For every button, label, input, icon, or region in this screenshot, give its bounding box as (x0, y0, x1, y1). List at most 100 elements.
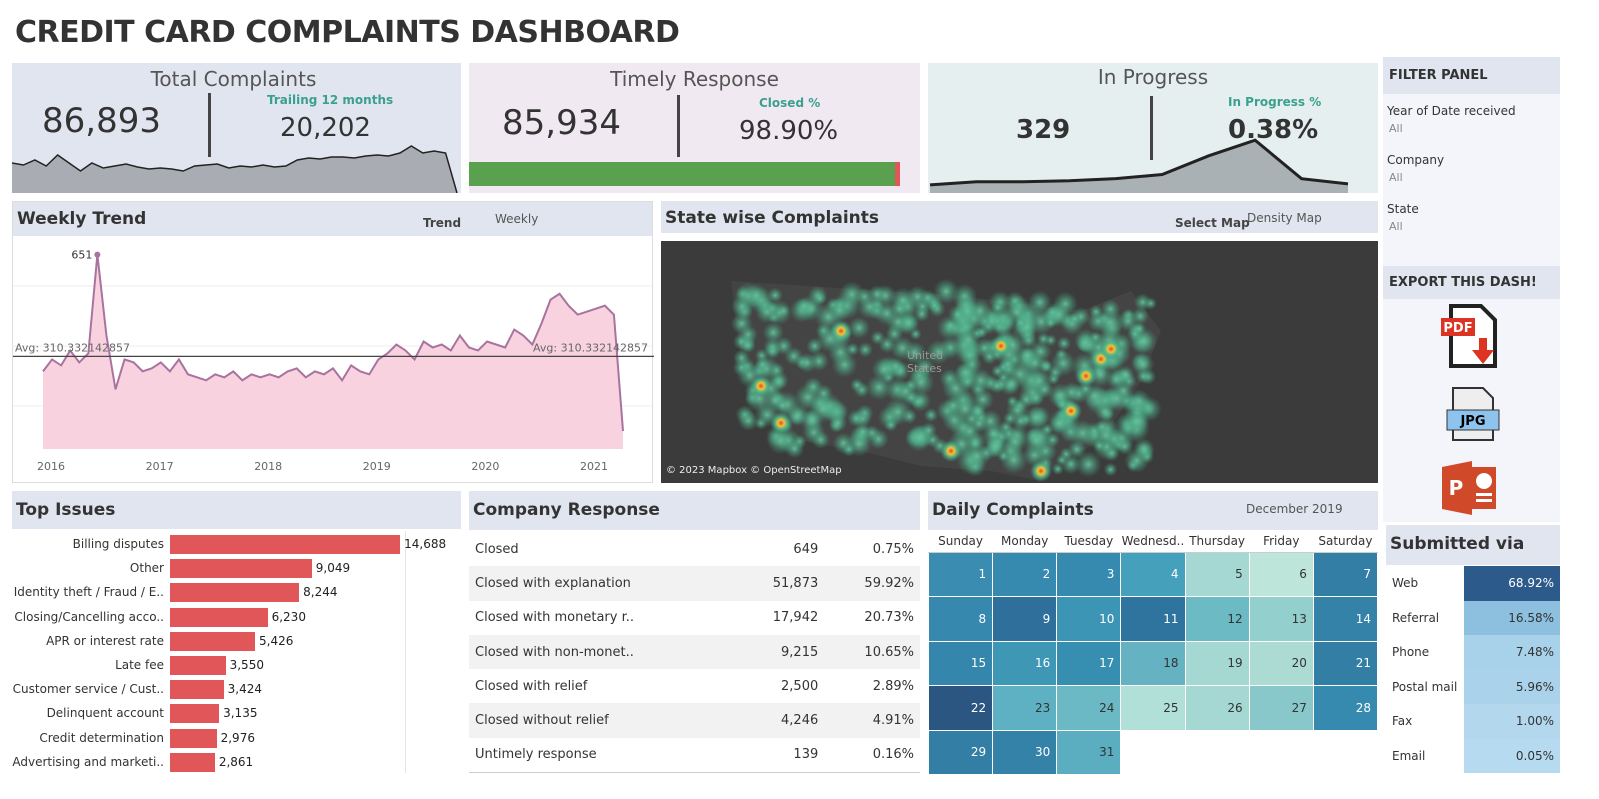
calendar-day[interactable]: 22 (927, 685, 994, 731)
powerpoint-icon: P (1442, 461, 1496, 515)
calendar-day[interactable]: 5 (1184, 551, 1250, 597)
calendar-day[interactable]: 26 (1184, 685, 1250, 731)
calendar-day[interactable]: 17 (1056, 640, 1122, 686)
hotspot (990, 335, 1012, 357)
calendar-day[interactable]: 31 (1056, 729, 1122, 775)
select-map-value[interactable]: Density Map (1247, 211, 1322, 225)
calendar-day[interactable]: 29 (927, 729, 994, 775)
calendar-day[interactable]: 25 (1120, 685, 1186, 731)
filter-panel: FILTER PANEL Year of Date received All C… (1383, 57, 1560, 522)
density-point (854, 423, 872, 441)
response-pct: 59.92% (864, 575, 914, 591)
density-point (957, 371, 978, 392)
issue-bar[interactable] (170, 680, 224, 700)
calendar-day[interactable]: 19 (1184, 640, 1250, 686)
trailing-label: Trailing 12 months (267, 93, 394, 107)
density-point (903, 341, 927, 365)
export-jpg-button[interactable]: JPG (1443, 384, 1503, 444)
timely-value: 85,934 (502, 103, 621, 143)
issue-bar[interactable] (170, 583, 300, 603)
weekday-label: Wednesd.. (1120, 530, 1186, 553)
calendar-day[interactable]: 11 (1120, 596, 1186, 642)
calendar-day[interactable]: 14 (1312, 596, 1379, 642)
calendar-day[interactable]: 10 (1056, 596, 1122, 642)
calendar-day[interactable]: 24 (1056, 685, 1122, 731)
calendar-day[interactable]: 7 (1312, 551, 1379, 597)
timely-title: Timely Response (610, 67, 779, 91)
issue-bar[interactable] (170, 704, 220, 724)
timely-response-card: Timely Response 85,934 Closed % 98.90% (469, 63, 920, 193)
calendar-day[interactable]: 2 (992, 551, 1058, 597)
density-point (755, 357, 770, 372)
bar-category-label: Other (129, 561, 164, 576)
issue-bar[interactable] (170, 607, 268, 627)
filter-year-value[interactable]: All (1389, 122, 1403, 135)
density-point (1022, 426, 1051, 455)
density-point (1045, 305, 1060, 320)
density-point (794, 297, 814, 316)
density-point (841, 442, 857, 457)
closed-pct-value: 98.90% (739, 116, 839, 146)
issue-bar[interactable] (170, 752, 215, 772)
calendar-day[interactable]: 18 (1120, 640, 1186, 686)
export-pdf-button[interactable]: PDF (1437, 302, 1507, 372)
export-ppt-button[interactable]: P (1440, 459, 1504, 515)
bar-category-label: Late fee (115, 658, 164, 672)
issue-bar[interactable] (170, 535, 401, 554)
issue-bar[interactable] (170, 631, 255, 651)
response-pct: 10.65% (864, 644, 914, 660)
calendar-day[interactable]: 21 (1312, 640, 1379, 686)
calendar-day[interactable]: 23 (992, 685, 1058, 731)
density-point (984, 434, 1008, 458)
calendar-day[interactable]: 8 (927, 596, 994, 642)
density-point (738, 410, 759, 431)
density-point (913, 305, 930, 322)
density-map[interactable]: United States © 2023 Mapbox © OpenStreet… (661, 241, 1378, 483)
density-point (867, 285, 887, 304)
density-point (1116, 437, 1134, 456)
submitted-via-title: Submitted via (1386, 525, 1560, 565)
bar-value-label: 3,135 (223, 706, 258, 721)
hotspot (770, 412, 792, 434)
trend-area (43, 254, 623, 449)
calendar-day[interactable]: 9 (992, 596, 1058, 642)
density-point (847, 409, 866, 428)
jpg-icon: JPG (1446, 387, 1500, 441)
calendar-day[interactable]: 28 (1312, 685, 1379, 731)
response-type: Closed with explanation (475, 575, 631, 591)
calendar-day[interactable]: 12 (1184, 596, 1250, 642)
empty-cell (1248, 729, 1314, 775)
filter-company-value[interactable]: All (1389, 171, 1403, 184)
calendar-day[interactable]: 27 (1248, 685, 1314, 731)
table-row: Fax 1.00% (1386, 704, 1560, 739)
calendar-day[interactable]: 16 (992, 640, 1058, 686)
calendar-heatmap: Sunday Monday Tuesday Wednesd.. Thursday Frid… (927, 530, 1379, 775)
channel-name: Phone (1392, 645, 1430, 660)
calendar-day[interactable]: 30 (992, 729, 1058, 775)
issue-bar[interactable] (170, 559, 312, 579)
pdf-icon: PDF (1441, 304, 1497, 368)
calendar-day[interactable]: 13 (1248, 596, 1314, 642)
bar-value-label: 5,426 (259, 633, 294, 648)
trend-param-value[interactable]: Weekly (495, 212, 539, 226)
response-type: Closed with non-monet.. (475, 644, 634, 660)
calendar-day[interactable]: 15 (927, 640, 994, 686)
issue-bar[interactable] (170, 728, 217, 748)
calendar-day[interactable]: 6 (1248, 551, 1314, 597)
calendar-day[interactable]: 4 (1120, 551, 1186, 597)
table-row: Phone 7.48% (1386, 635, 1560, 670)
density-point (1068, 312, 1082, 326)
calendar-day[interactable]: 3 (1056, 551, 1122, 597)
density-point (1075, 451, 1102, 478)
response-count: 4,246 (781, 713, 819, 729)
calendar-day[interactable]: 20 (1248, 640, 1314, 686)
closed-pct-label: Closed % (759, 96, 821, 110)
issue-bar[interactable] (170, 656, 226, 675)
calendar-day[interactable]: 1 (927, 551, 994, 597)
timely-progress-bar (469, 162, 900, 186)
filter-state-value[interactable]: All (1389, 220, 1403, 233)
response-pct: 0.75% (872, 541, 914, 557)
select-map-label: Select Map (1175, 216, 1250, 230)
trend-param-label: Trend (423, 216, 462, 230)
